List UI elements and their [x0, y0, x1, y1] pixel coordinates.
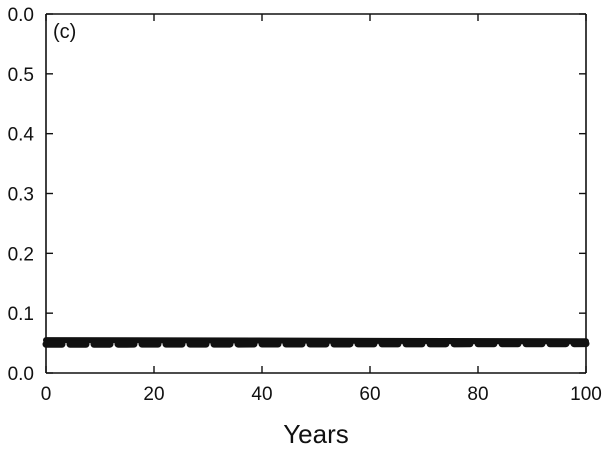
y-tick-label: 0.1 — [8, 304, 34, 325]
x-axis-title: Years — [283, 419, 349, 449]
y-tick-label: 0.5 — [8, 65, 34, 86]
series — [42, 337, 590, 348]
y-tick-label: 0.3 — [8, 185, 34, 206]
y-tick-label: 0.4 — [8, 125, 35, 146]
plot-area — [46, 14, 586, 373]
x-ticks: 0 20 40 60 80 100 — [41, 14, 602, 405]
y-ticks: 0.0 0.1 0.2 0.3 0.4 0.5 0.0 — [8, 5, 586, 385]
y-tick-label: 0.0 — [8, 364, 34, 385]
x-tick-label: 100 — [570, 384, 602, 405]
y-tick-label: 0.0 — [8, 5, 34, 26]
x-tick-label: 20 — [143, 384, 164, 405]
x-tick-label: 40 — [251, 384, 272, 405]
x-tick-label: 0 — [41, 384, 52, 405]
panel-label: (c) — [53, 21, 76, 43]
x-tick-label: 60 — [359, 384, 380, 405]
series-line-2 — [42, 340, 590, 348]
x-tick-label: 80 — [467, 384, 488, 405]
y-tick-label: 0.2 — [8, 244, 34, 265]
